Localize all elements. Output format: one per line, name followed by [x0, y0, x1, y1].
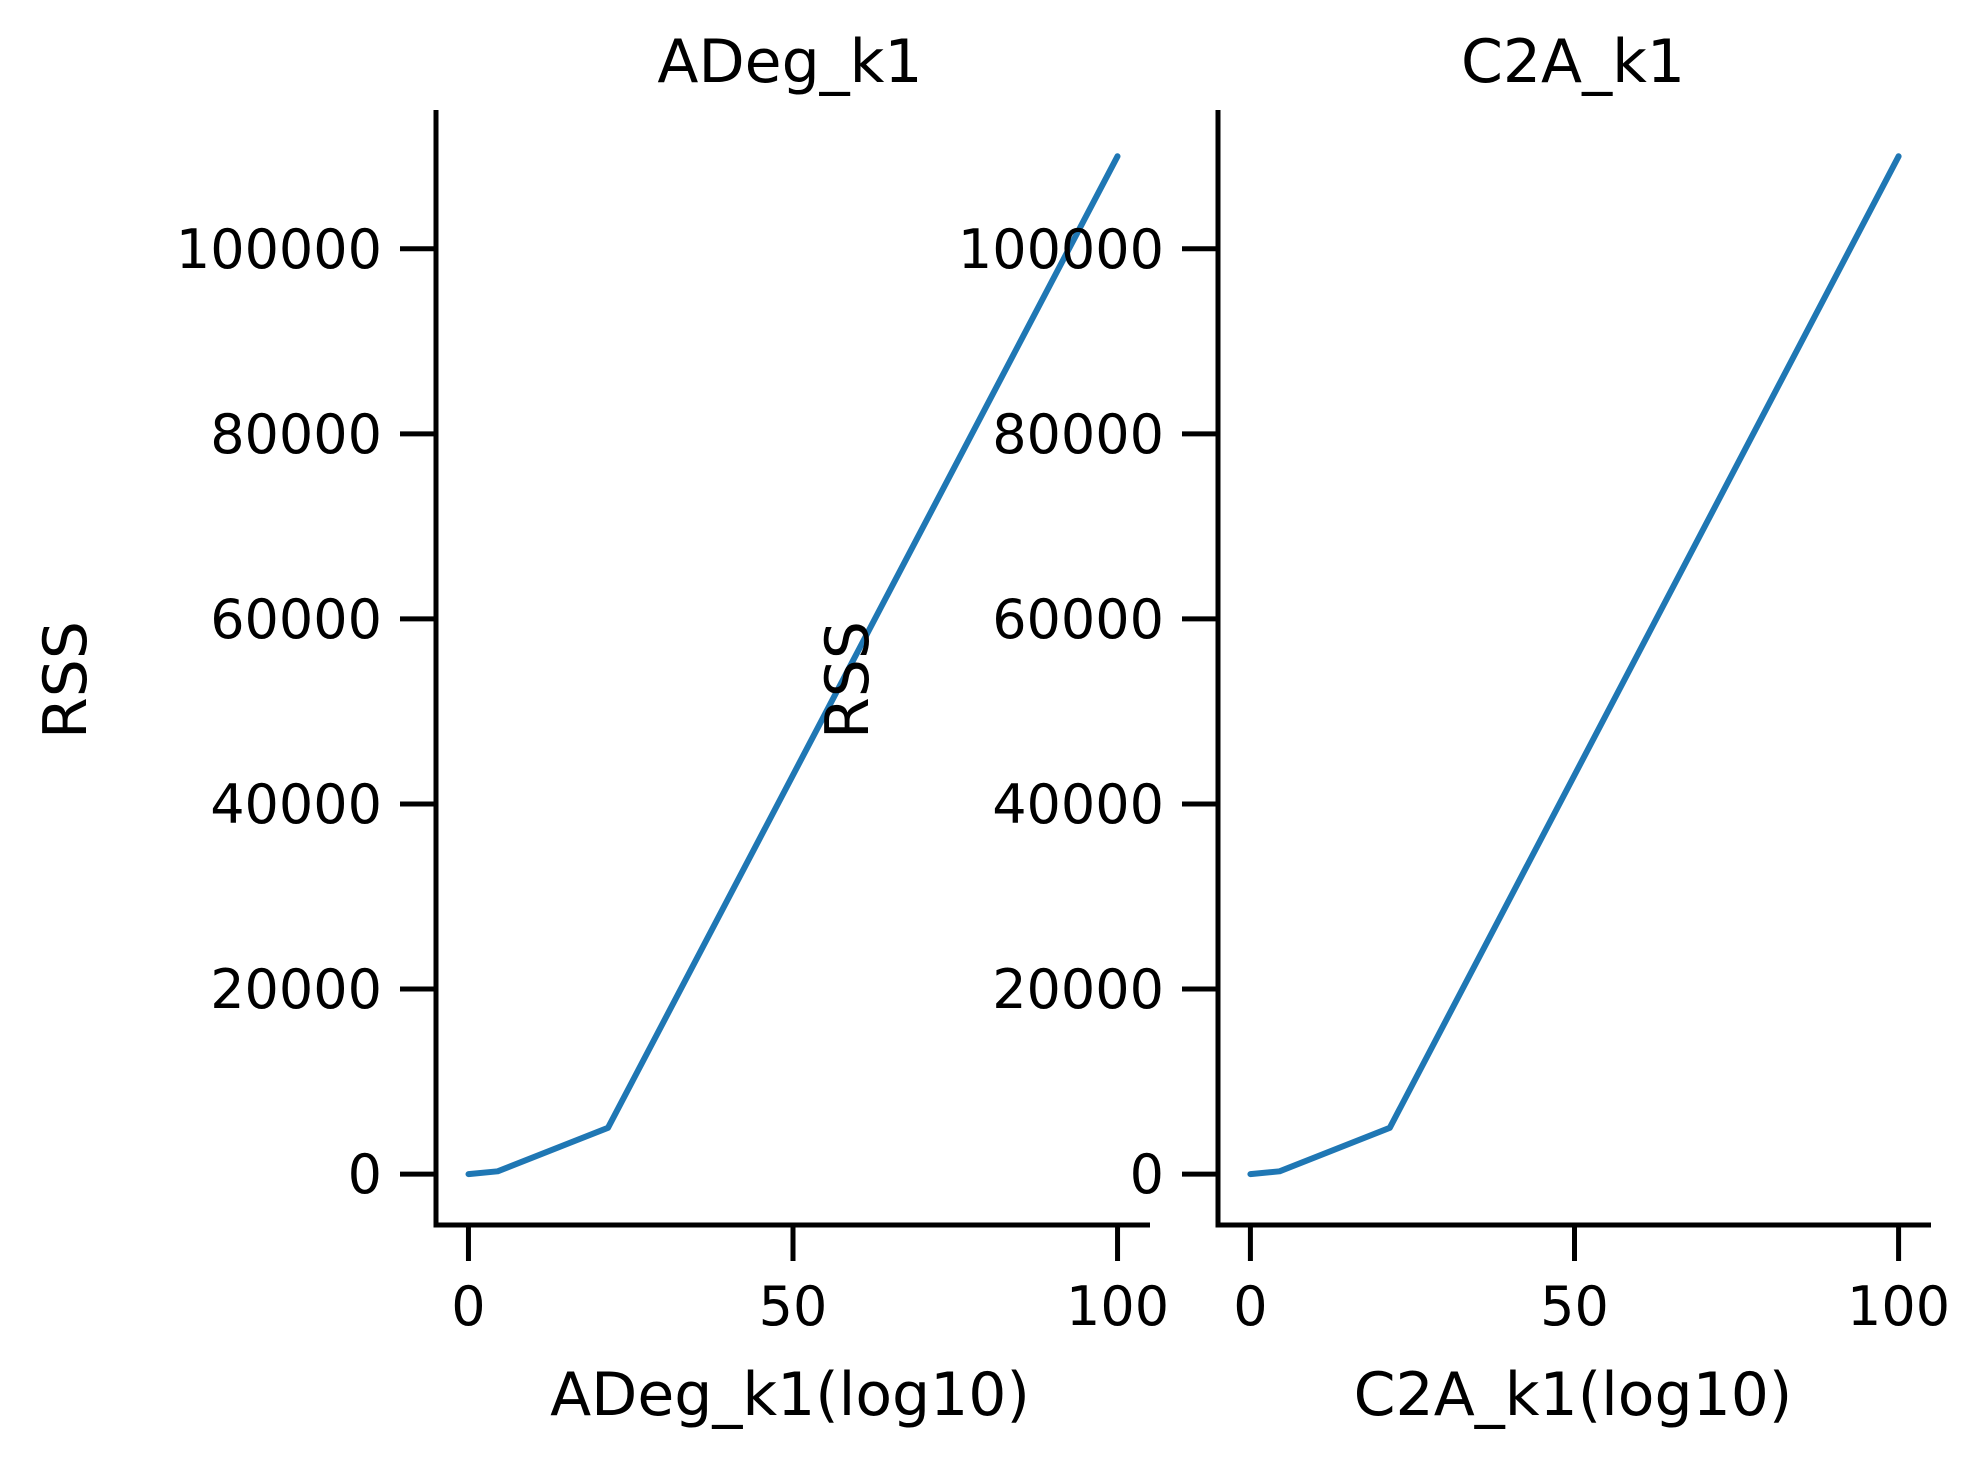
y-tick-label: 60000	[210, 588, 382, 651]
y-tick-label: 100000	[958, 218, 1164, 281]
panel-c2a-k1: C2A_k1 C2A_k1(log10) RSS 0 20000 40000 6000…	[813, 27, 1950, 1430]
x-tick-label: 50	[1540, 1275, 1609, 1338]
y-axis-title: RSS	[813, 621, 883, 739]
y-tick-label: 0	[1130, 1143, 1164, 1206]
panel-title: C2A_k1	[1461, 27, 1685, 97]
y-tick-label: 20000	[992, 958, 1164, 1021]
y-tick-label: 80000	[992, 403, 1164, 466]
series-line	[1247, 153, 1902, 1178]
y-tick-label: 40000	[210, 773, 382, 836]
x-axis-title: C2A_k1(log10)	[1354, 1360, 1793, 1430]
x-tick-label: 50	[759, 1275, 828, 1338]
y-tick-label: 80000	[210, 403, 382, 466]
x-tick-label: 0	[1233, 1275, 1267, 1338]
y-tick-label: 40000	[992, 773, 1164, 836]
y-tick-label: 60000	[992, 588, 1164, 651]
panel-title: ADeg_k1	[657, 27, 922, 97]
series-line	[465, 153, 1121, 1178]
y-axis-title: RSS	[31, 621, 101, 739]
x-axis-title: ADeg_k1(log10)	[550, 1360, 1030, 1430]
y-tick-label: 0	[348, 1143, 382, 1206]
x-tick-label: 0	[451, 1275, 485, 1338]
y-tick-label: 20000	[210, 958, 382, 1021]
panel-adeg-k1: ADeg_k1 ADeg_k1(log10) RSS 0 20000 40000 60…	[31, 27, 1169, 1430]
x-tick-label: 100	[1066, 1275, 1169, 1338]
y-tick-label: 100000	[176, 218, 382, 281]
x-tick-label: 100	[1847, 1275, 1950, 1338]
